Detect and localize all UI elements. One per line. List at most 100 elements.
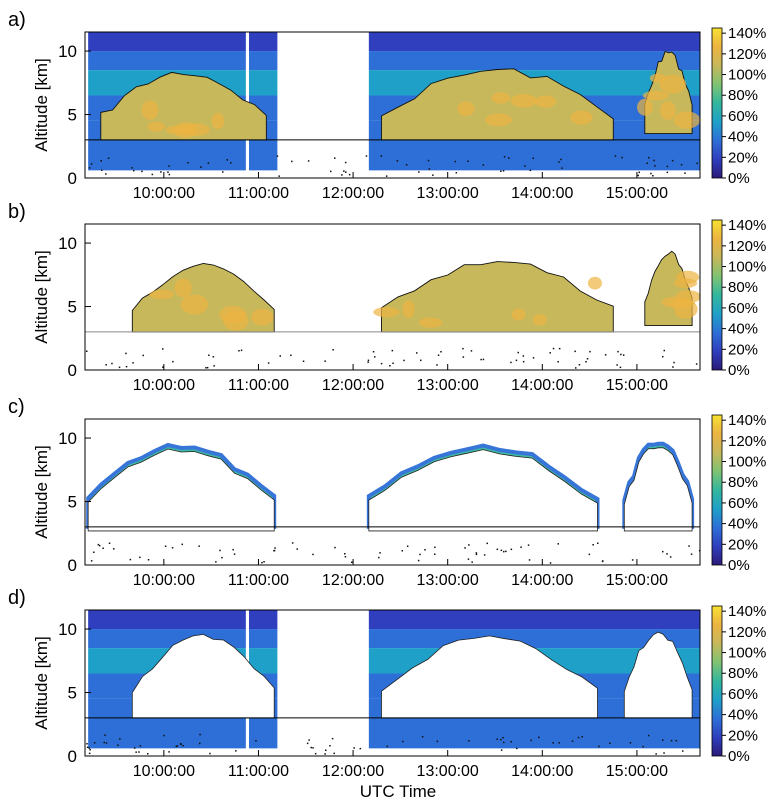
boundary-speckle: [616, 364, 618, 366]
panel-label: b): [8, 201, 26, 223]
boundary-speckle: [330, 170, 332, 173]
boundary-speckle: [617, 350, 619, 353]
field-band: [249, 51, 278, 71]
boundary-speckle: [90, 163, 93, 165]
x-tick-label: 14:00:00: [511, 185, 573, 202]
boundary-speckle: [221, 556, 223, 559]
boundary-speckle: [200, 166, 202, 168]
cloud-core: [484, 113, 513, 127]
boundary-speckle: [638, 171, 640, 174]
y-tick-label: 10: [58, 429, 77, 448]
boundary-speckle: [104, 734, 106, 736]
boundary-speckle: [684, 172, 686, 174]
boundary-speckle: [532, 157, 534, 159]
x-tick-label: 12:00:00: [322, 377, 384, 394]
colorbar-tick-label: 40%: [728, 707, 758, 724]
x-tick-label: 11:00:00: [228, 377, 289, 394]
boundary-speckle: [88, 752, 91, 755]
boundary-speckle: [102, 547, 104, 549]
boundary-speckle: [105, 742, 108, 744]
boundary-speckle: [419, 553, 421, 556]
boundary-speckle: [552, 347, 555, 350]
colorbar-tick-label: 140%: [728, 603, 766, 620]
cloud-core: [659, 74, 687, 94]
boundary-speckle: [279, 355, 281, 357]
boundary-speckle: [602, 560, 604, 562]
boundary-speckle: [503, 156, 506, 158]
boundary-speckle: [653, 159, 655, 162]
x-tick-label: 12:00:00: [322, 572, 384, 589]
boundary-speckle: [690, 553, 693, 555]
boundary-speckle: [324, 753, 326, 755]
y-tick-label: 5: [68, 493, 77, 512]
boundary-speckle: [176, 745, 179, 747]
panel-label: c): [8, 396, 25, 418]
boundary-speckle: [392, 362, 394, 364]
boundary-speckle: [597, 542, 599, 544]
boundary-speckle: [516, 747, 518, 750]
colorbar-tick-label: 140%: [728, 217, 766, 234]
field-band: [88, 717, 246, 749]
colorbar-tick-label: 60%: [728, 495, 758, 512]
field-band: [368, 610, 700, 630]
boundary-speckle: [86, 746, 89, 748]
cloud-core: [368, 449, 598, 532]
boundary-speckle: [235, 750, 237, 752]
y-axis-title: Altitude [km]: [32, 636, 51, 730]
x-tick-label: 11:00:00: [228, 185, 289, 202]
boundary-speckle: [359, 747, 362, 750]
panel-b: b) 0 5 10 Altitude [km] 10:00:00 11:00:00 12:00…: [8, 201, 766, 394]
boundary-speckle: [695, 363, 698, 365]
x-tick-label: 13:00:00: [417, 377, 479, 394]
boundary-speckle: [261, 561, 263, 564]
boundary-speckle: [475, 552, 478, 554]
boundary-speckle: [505, 550, 507, 553]
cloud-core: [623, 447, 693, 532]
cloud-core: [141, 100, 159, 120]
boundary-speckle: [389, 365, 391, 367]
boundary-speckle: [609, 742, 611, 744]
boundary-speckle: [113, 548, 115, 550]
boundary-speckle: [164, 545, 167, 547]
boundary-speckle: [181, 543, 183, 546]
boundary-speckle: [561, 167, 563, 169]
boundary-speckle: [483, 554, 486, 556]
boundary-speckle: [510, 361, 512, 364]
boundary-speckle: [437, 354, 440, 356]
boundary-speckle: [470, 350, 473, 352]
boundary-speckle: [199, 733, 201, 736]
colorbar-tick-label: 100%: [728, 645, 766, 662]
cloud-layer: [623, 631, 693, 719]
cloud-core: [534, 95, 557, 108]
colorbar-tick-label: 0%: [728, 557, 750, 574]
x-tick-label: 14:00:00: [511, 377, 573, 394]
cloud-layer: [131, 633, 275, 719]
boundary-speckle: [385, 175, 388, 177]
boundary-speckle: [417, 559, 420, 562]
boundary-speckle: [462, 356, 465, 358]
boundary-speckle: [276, 155, 279, 157]
y-tick-label: 5: [68, 684, 77, 703]
boundary-speckle: [500, 170, 502, 172]
boundary-speckle: [199, 742, 201, 745]
boundary-speckle: [396, 160, 399, 162]
boundary-speckle: [401, 550, 403, 552]
boundary-speckle: [273, 549, 276, 552]
cloud-core: [147, 121, 165, 132]
colorbar: 140% 120% 100% 80% 60% 40% 20% 0%: [711, 217, 766, 379]
boundary-speckle: [496, 548, 499, 551]
boundary-speckle: [324, 360, 326, 362]
field-band: [368, 139, 700, 171]
boundary-speckle: [353, 747, 355, 749]
boundary-speckle: [482, 164, 485, 166]
boundary-speckle: [680, 164, 683, 166]
cloud-layer: [381, 261, 614, 333]
boundary-speckle: [117, 744, 119, 746]
boundary-speckle: [671, 159, 674, 162]
boundary-speckle: [93, 742, 96, 744]
axes-frame: [84, 609, 701, 757]
cloud-core: [570, 110, 593, 125]
x-tick-label: 12:00:00: [322, 185, 384, 202]
boundary-speckle: [222, 171, 224, 173]
